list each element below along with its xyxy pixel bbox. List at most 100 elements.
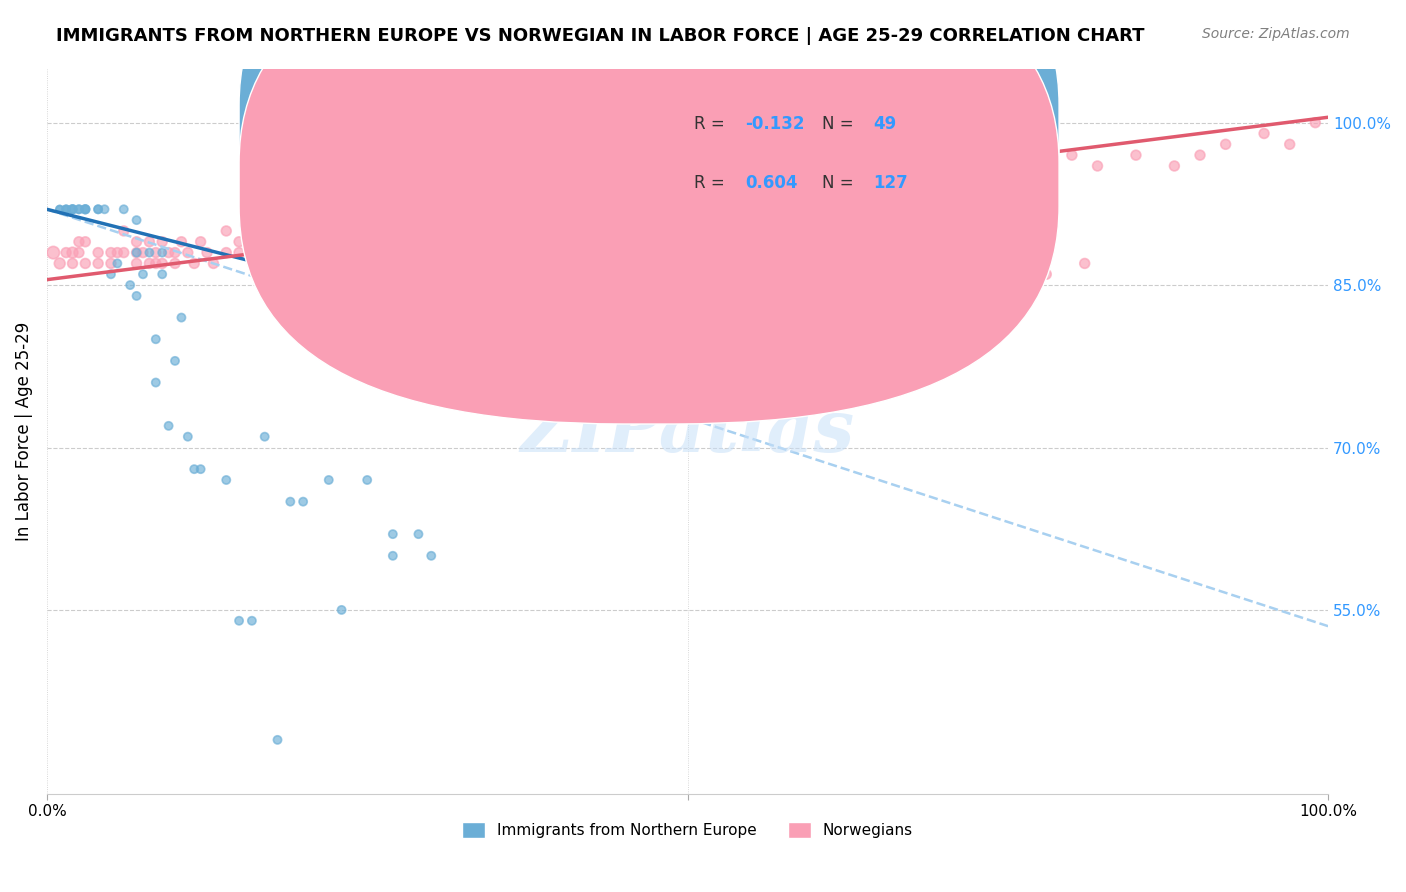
Y-axis label: In Labor Force | Age 25-29: In Labor Force | Age 25-29 bbox=[15, 322, 32, 541]
Point bbox=[112, 224, 135, 238]
Point bbox=[125, 245, 148, 260]
Point bbox=[67, 235, 90, 249]
Point bbox=[105, 245, 128, 260]
Point bbox=[100, 256, 122, 270]
Point bbox=[1087, 159, 1109, 173]
Point bbox=[240, 614, 263, 628]
Point bbox=[368, 224, 391, 238]
Point bbox=[741, 256, 763, 270]
Point bbox=[67, 202, 90, 217]
Point bbox=[458, 343, 481, 357]
Point bbox=[150, 245, 173, 260]
Point bbox=[163, 354, 186, 368]
FancyBboxPatch shape bbox=[239, 0, 1059, 424]
Point bbox=[278, 494, 301, 508]
Point bbox=[997, 159, 1019, 173]
Point bbox=[957, 267, 980, 281]
Point bbox=[420, 354, 443, 368]
Point bbox=[484, 213, 506, 227]
Point bbox=[132, 267, 155, 281]
Point bbox=[676, 300, 699, 314]
Point bbox=[150, 267, 173, 281]
Text: R =: R = bbox=[695, 174, 730, 192]
Point bbox=[433, 289, 456, 303]
Point bbox=[932, 245, 955, 260]
Point bbox=[599, 300, 621, 314]
FancyBboxPatch shape bbox=[598, 83, 969, 221]
Point bbox=[754, 180, 776, 194]
Point bbox=[612, 321, 634, 335]
Point bbox=[1215, 137, 1237, 152]
Point bbox=[779, 169, 801, 184]
Point bbox=[62, 202, 84, 217]
Text: ZIPatlas: ZIPatlas bbox=[520, 396, 855, 467]
Point bbox=[48, 202, 70, 217]
Point bbox=[484, 332, 506, 346]
Point bbox=[75, 256, 97, 270]
Point bbox=[1163, 159, 1185, 173]
Point bbox=[676, 267, 699, 281]
Point bbox=[67, 245, 90, 260]
Point bbox=[408, 527, 430, 541]
Point bbox=[1253, 127, 1275, 141]
Point bbox=[727, 191, 749, 205]
Point bbox=[651, 310, 673, 325]
Point bbox=[882, 289, 904, 303]
Point bbox=[266, 732, 288, 747]
Point bbox=[253, 430, 276, 444]
Point bbox=[163, 245, 186, 260]
Point bbox=[1035, 267, 1057, 281]
Point bbox=[87, 202, 110, 217]
Text: 0.604: 0.604 bbox=[745, 174, 797, 192]
Text: N =: N = bbox=[823, 174, 859, 192]
Point bbox=[484, 267, 506, 281]
Point bbox=[754, 278, 776, 293]
Point bbox=[228, 614, 250, 628]
FancyBboxPatch shape bbox=[239, 0, 1059, 366]
Point bbox=[561, 310, 583, 325]
Point bbox=[792, 289, 814, 303]
Point bbox=[1188, 148, 1211, 162]
Point bbox=[253, 235, 276, 249]
Point bbox=[458, 213, 481, 227]
Point bbox=[190, 462, 212, 476]
Point bbox=[727, 310, 749, 325]
Point bbox=[177, 430, 200, 444]
Point bbox=[177, 245, 200, 260]
Point bbox=[510, 278, 533, 293]
Point bbox=[112, 202, 135, 217]
Point bbox=[523, 321, 546, 335]
Point bbox=[381, 549, 404, 563]
Point bbox=[381, 527, 404, 541]
Point bbox=[292, 494, 315, 508]
Point bbox=[100, 245, 122, 260]
Text: 49: 49 bbox=[873, 115, 897, 134]
Text: -0.132: -0.132 bbox=[745, 115, 804, 134]
Point bbox=[651, 191, 673, 205]
Point bbox=[67, 202, 90, 217]
Point bbox=[830, 169, 852, 184]
Point bbox=[145, 256, 167, 270]
Point bbox=[420, 549, 443, 563]
Point bbox=[278, 235, 301, 249]
Point bbox=[266, 245, 288, 260]
Text: 127: 127 bbox=[873, 174, 908, 192]
Point bbox=[120, 278, 142, 293]
Point bbox=[125, 256, 148, 270]
Point bbox=[145, 245, 167, 260]
Point bbox=[395, 300, 418, 314]
Point bbox=[920, 278, 942, 293]
Point bbox=[100, 267, 122, 281]
Point bbox=[170, 310, 193, 325]
Point bbox=[804, 245, 827, 260]
Point bbox=[170, 235, 193, 249]
Point bbox=[766, 300, 789, 314]
Point bbox=[420, 213, 443, 227]
Point bbox=[240, 245, 263, 260]
Point bbox=[1125, 148, 1147, 162]
Point bbox=[330, 224, 353, 238]
Point bbox=[1278, 137, 1301, 152]
Point bbox=[356, 235, 378, 249]
Point bbox=[318, 473, 340, 487]
Point bbox=[87, 202, 110, 217]
